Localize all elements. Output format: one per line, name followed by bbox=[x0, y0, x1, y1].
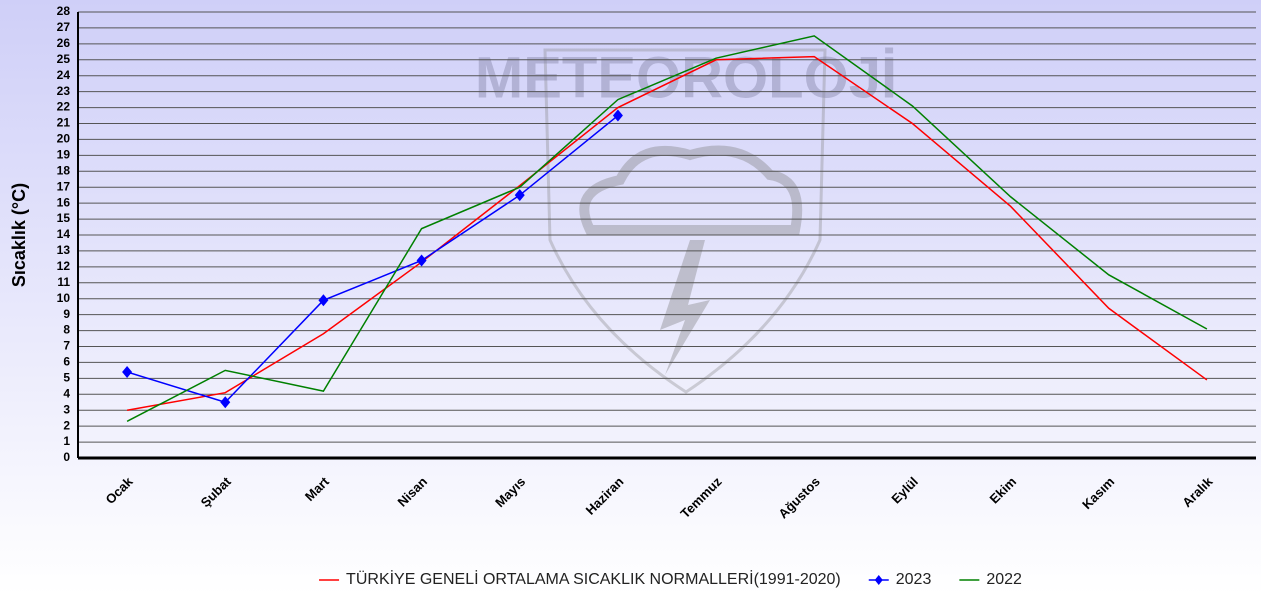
y-tick-label: 28 bbox=[57, 4, 71, 18]
y-axis-label: Sıcaklık (°C) bbox=[9, 183, 29, 287]
data-point bbox=[612, 109, 623, 122]
y-tick-label: 5 bbox=[63, 371, 70, 385]
y-tick-label: 1 bbox=[63, 434, 70, 448]
y-tick-label: 23 bbox=[57, 84, 71, 98]
series-line bbox=[126, 35, 1208, 423]
y-tick-label: 15 bbox=[57, 211, 71, 225]
series-line bbox=[126, 55, 1208, 411]
legend-label: 2023 bbox=[896, 571, 932, 588]
data-point bbox=[318, 294, 329, 307]
y-tick-label: 4 bbox=[63, 386, 70, 400]
y-tick-label: 25 bbox=[57, 52, 71, 66]
y-tick-label: 13 bbox=[57, 243, 71, 257]
y-tick-label: 11 bbox=[57, 275, 70, 289]
y-tick-label: 24 bbox=[57, 68, 71, 82]
y-tick-label: 10 bbox=[57, 291, 71, 305]
data-point bbox=[416, 254, 427, 267]
legend-label: 2022 bbox=[986, 571, 1022, 588]
data-point bbox=[220, 396, 231, 409]
y-tick-label: 8 bbox=[63, 323, 70, 337]
y-tick-label: 14 bbox=[57, 227, 71, 241]
y-tick-label: 20 bbox=[57, 132, 71, 146]
data-point bbox=[122, 365, 133, 378]
y-tick-label: 12 bbox=[57, 259, 71, 273]
y-tick-label: 2 bbox=[63, 418, 70, 432]
y-tick-label: 19 bbox=[57, 148, 71, 162]
y-tick-label: 21 bbox=[57, 116, 71, 130]
y-tick-label: 16 bbox=[57, 195, 71, 209]
y-tick-label: 26 bbox=[57, 36, 71, 50]
y-tick-label: 3 bbox=[63, 402, 70, 416]
watermark: METEOROLOJİ bbox=[475, 45, 897, 110]
data-point bbox=[514, 189, 525, 202]
y-tick-label: 18 bbox=[57, 163, 71, 177]
y-tick-label: 6 bbox=[63, 355, 70, 369]
legend-label: TÜRKİYE GENELİ ORTALAMA SICAKLIK NORMALL… bbox=[346, 569, 841, 588]
y-tick-label: 22 bbox=[57, 100, 71, 114]
y-tick-label: 27 bbox=[57, 20, 71, 34]
legend-marker bbox=[874, 575, 883, 585]
legend: TÜRKİYE GENELİ ORTALAMA SICAKLIK NORMALL… bbox=[319, 569, 1022, 588]
y-tick-label: 9 bbox=[63, 307, 70, 321]
y-tick-label: 17 bbox=[57, 179, 71, 193]
y-tick-label: 7 bbox=[63, 339, 70, 353]
y-tick-label: 0 bbox=[63, 450, 70, 464]
series-line bbox=[126, 114, 619, 404]
